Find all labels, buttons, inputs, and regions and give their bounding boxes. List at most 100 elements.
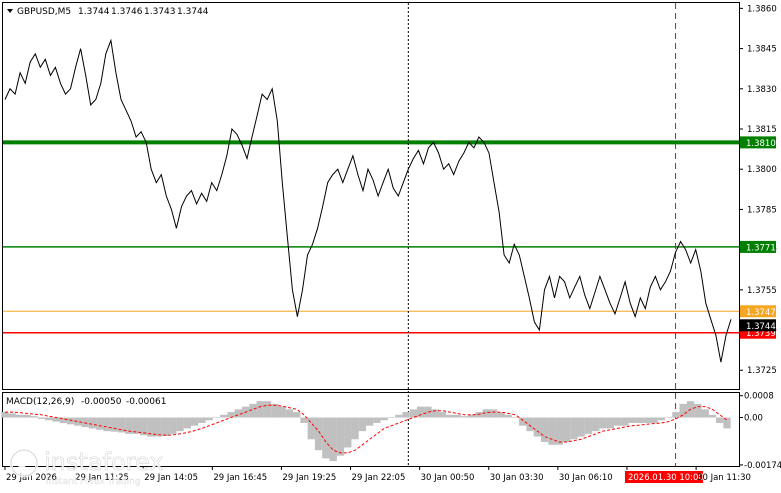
x-tick-label-highlighted: 2026.01.30 10:00	[628, 473, 704, 483]
macd-histogram-bar	[249, 403, 257, 418]
macd-histogram-bar	[293, 412, 301, 418]
macd-histogram-bar	[110, 417, 119, 432]
macd-histogram-bar	[409, 409, 418, 418]
level-price-tag	[740, 240, 776, 253]
vertical-markers-layer	[407, 3, 677, 466]
macd-histogram-bar	[74, 417, 82, 426]
symbol-header: GBPUSD,M5 1.3744 1.3746 1.3743 1.3744	[7, 7, 209, 17]
macd-histogram-bar	[482, 409, 491, 418]
y-tick-label: 1.3845	[747, 45, 777, 55]
macd-histogram-bar	[183, 417, 192, 429]
macd-pane-frame	[2, 392, 740, 467]
macd-histogram-bar	[540, 417, 549, 443]
macd-histogram-bar	[263, 401, 272, 418]
macd-histogram-bar	[555, 417, 563, 445]
macd-y-tick-label: 0.00	[744, 414, 763, 424]
macd-histogram-bar	[570, 417, 578, 440]
level-price-label: 1.3739	[746, 329, 776, 339]
macd-y-tick-label: -0.00174	[744, 461, 781, 471]
macd-histogram-bar	[190, 417, 199, 426]
macd-histogram-bar	[577, 417, 585, 437]
macd-histogram-bar	[198, 417, 206, 423]
macd-histogram-bar	[285, 409, 294, 418]
macd-histogram-bar	[613, 417, 622, 426]
macd-histogram-bar	[373, 417, 381, 423]
macd-histogram-bar	[154, 417, 162, 437]
macd-histogram-bar	[592, 417, 600, 432]
macd-histogram-bar	[59, 417, 68, 423]
y-tick-label: 1.3815	[747, 125, 777, 135]
ohlc-low: 1.3743	[144, 7, 176, 17]
macd-histogram-bar	[314, 417, 323, 451]
macd-histogram-bar	[220, 414, 228, 418]
macd-header: MACD(12,26,9) -0.00050 -0.00061	[6, 397, 166, 407]
macd-histogram-bar	[716, 417, 724, 423]
macd-y-axis: 0.0008 0.00 -0.00174	[739, 392, 781, 471]
ohlc-high: 1.3746	[111, 7, 143, 17]
symbol-label: GBPUSD,M5	[17, 7, 71, 17]
macd-histogram-bar	[584, 417, 593, 434]
macd-histogram-bar	[643, 417, 651, 423]
x-tick-label: 30 Jan 03:30	[490, 473, 544, 483]
macd-histogram-bar	[497, 412, 505, 418]
macd-histogram-bar	[329, 417, 337, 462]
macd-histogram-bar	[694, 403, 702, 418]
macd-histogram-bar	[526, 417, 534, 432]
macd-histogram-bar	[672, 412, 680, 418]
macd-histogram-bar	[205, 417, 213, 421]
price-series-layer	[4, 38, 732, 363]
macd-histogram-bar	[511, 417, 520, 419]
macd-histogram-bar	[358, 417, 367, 432]
macd-y-tick-label: 0.0008	[744, 392, 774, 402]
macd-histogram-bar	[468, 414, 476, 418]
macd-histogram-bar	[125, 417, 133, 434]
x-tick-label: 29 Jan 14:05	[144, 473, 198, 483]
macd-histogram-bar	[300, 417, 308, 423]
macd-histogram-bar	[81, 417, 89, 428]
watermark-brand: instaforex	[44, 448, 164, 476]
macd-histogram-bar	[424, 406, 432, 418]
macd-histogram-bar	[139, 417, 148, 436]
macd-histogram-bar	[96, 417, 104, 430]
macd-histogram-bar	[8, 413, 16, 418]
macd-main-value: -0.00050	[81, 397, 122, 407]
y-tick-label: 1.3860	[747, 4, 777, 14]
macd-histogram-bar	[52, 417, 60, 422]
macd-histogram-bar	[504, 414, 512, 418]
macd-histogram-bar	[161, 417, 170, 437]
macd-histogram-bar	[37, 417, 46, 419]
macd-histogram-bar	[417, 406, 425, 418]
macd-histogram-bar	[489, 409, 498, 418]
x-highlight-tag	[624, 471, 703, 483]
macd-histogram-bar	[336, 417, 345, 456]
macd-histogram-bar	[365, 417, 374, 426]
macd-histogram-bar	[533, 417, 542, 437]
macd-histogram-bar	[1, 412, 9, 418]
macd-histogram-bar	[723, 417, 731, 429]
level-price-tag	[740, 305, 776, 318]
price-pane-frame	[2, 2, 740, 390]
time-x-axis: 29 Jan 2026 29 Jan 11:25 29 Jan 14:05 29 Ja…	[4, 466, 751, 483]
x-tick-label: 30 Jan 00:50	[421, 473, 475, 483]
macd-histogram-bar	[708, 414, 717, 418]
x-tick-label: 29 Jan 2026	[6, 473, 57, 483]
macd-histogram-bar	[562, 417, 571, 443]
macd-histogram-bar	[519, 417, 527, 426]
macd-label: MACD(12,26,9)	[6, 397, 74, 407]
macd-histogram-bar	[271, 403, 279, 418]
current-price-tag	[740, 319, 776, 332]
macd-histogram-bar	[438, 412, 447, 418]
level-price-label: 1.3810	[746, 139, 776, 149]
y-tick-label: 1.3755	[747, 286, 777, 296]
macd-histogram-bar	[628, 417, 636, 423]
macd-histogram-bar	[606, 417, 614, 429]
macd-histogram-bar	[548, 417, 556, 445]
macd-histogram-bar	[88, 417, 97, 429]
x-tick-label: 29 Jan 16:45	[213, 473, 267, 483]
level-price-tag	[740, 136, 776, 149]
dropdown-triangle-icon[interactable]	[7, 9, 13, 13]
